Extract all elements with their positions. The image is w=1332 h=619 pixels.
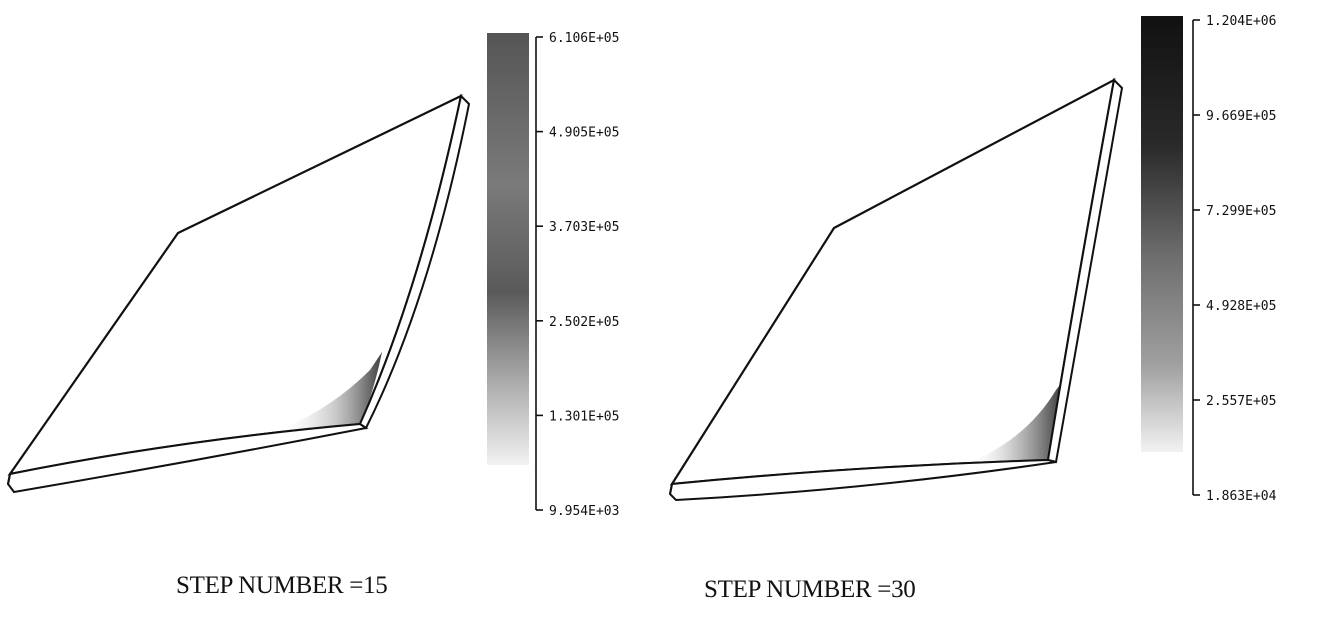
colorbar-tick-label: 1.204E+06 <box>1206 14 1276 29</box>
colorbar <box>1141 16 1183 452</box>
plate-front-edge <box>6 422 369 494</box>
colorbar-tick-label: 4.928E+05 <box>1206 299 1276 314</box>
colorbar-tick-label: 4.905E+05 <box>549 126 619 141</box>
stress-concentration-region <box>966 372 1070 464</box>
colorbar-tick-label: 7.299E+05 <box>1206 204 1276 219</box>
colorbar <box>487 33 529 465</box>
step-number-caption: STEP NUMBER =15 <box>176 572 388 599</box>
colorbar-tick-label: 1.863E+04 <box>1206 489 1277 504</box>
colorbar-tick-label: 9.954E+03 <box>549 504 619 519</box>
step-number-caption: STEP NUMBER =30 <box>704 576 916 603</box>
colorbar-tick-label: 3.703E+05 <box>549 220 619 235</box>
contour-panel-step-30: 1.204E+06 9.669E+05 7.299E+05 4.928E+05 2.55… <box>666 0 1332 619</box>
plate-front-edge <box>668 458 1057 502</box>
stress-concentration-region <box>275 352 382 432</box>
colorbar-tick-label: 1.301E+05 <box>549 409 619 424</box>
colorbar-tick-label: 9.669E+05 <box>1206 109 1276 124</box>
plate-top-face <box>7 94 463 476</box>
colorbar-tick-label: 2.557E+05 <box>1206 394 1276 409</box>
plate-contour-plot: 1.204E+06 9.669E+05 7.299E+05 4.928E+05 2.55… <box>668 14 1277 504</box>
plate-contour-plot: 6.106E+05 4.905E+05 3.703E+05 2.502E+05 1.30… <box>6 31 619 519</box>
colorbar-tick-label: 2.502E+05 <box>549 315 619 330</box>
contour-panel-step-15: 6.106E+05 4.905E+05 3.703E+05 2.502E+05 1.30… <box>6 31 619 599</box>
colorbar-tick-label: 6.106E+05 <box>549 31 619 46</box>
